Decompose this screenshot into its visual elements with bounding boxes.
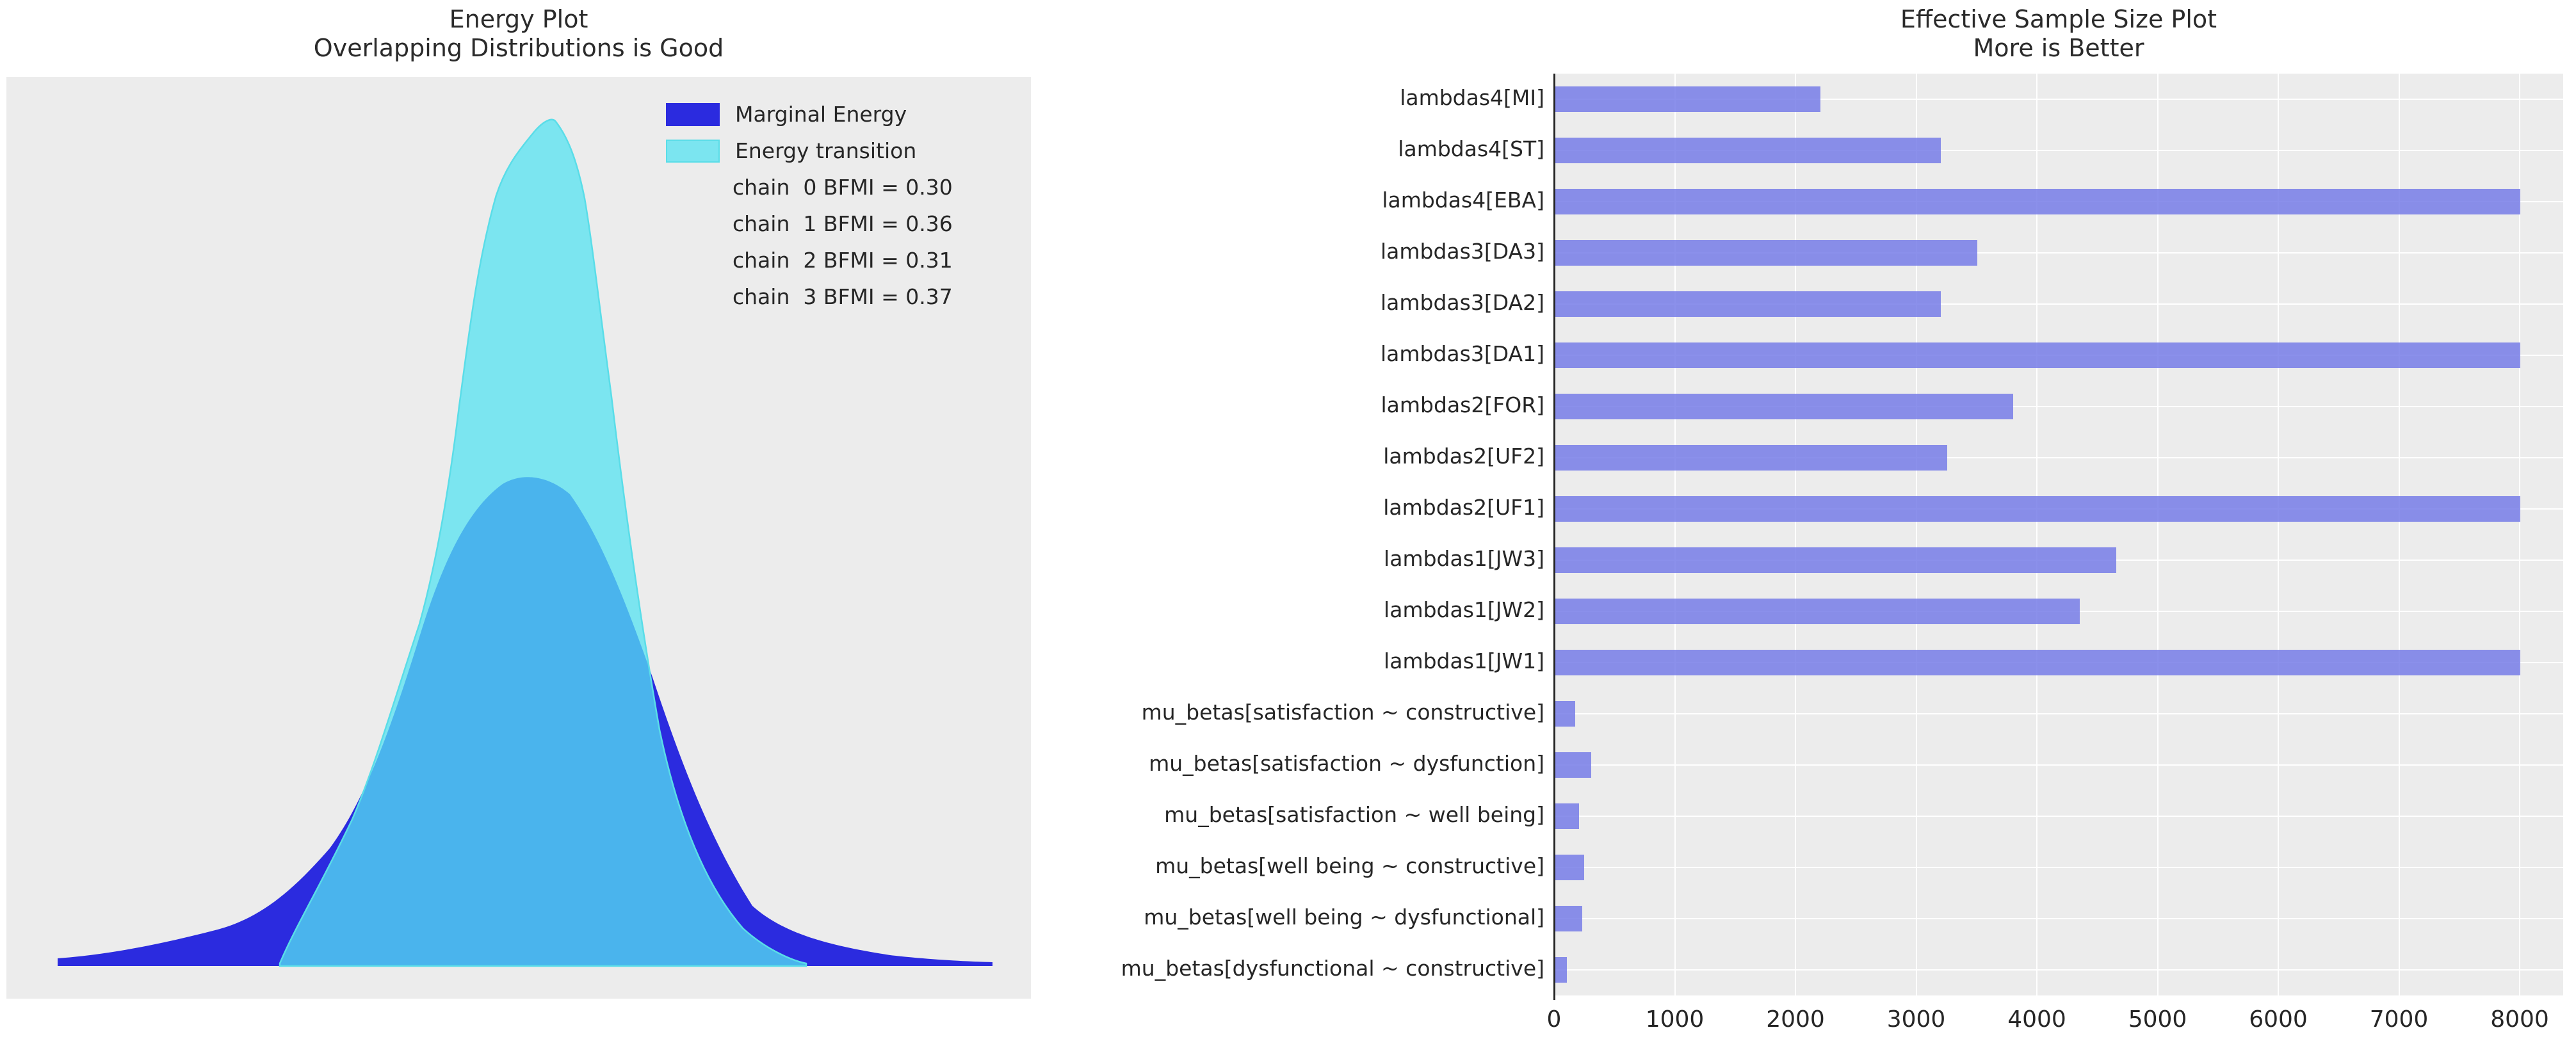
ess-bar	[1555, 957, 1567, 983]
energy-plot-title: Energy Plot Overlapping Distributions is…	[313, 5, 724, 62]
legend-item-chain-1: chain 1 BFMI = 0.36	[666, 205, 953, 242]
legend-item-chain-3: chain 3 BFMI = 0.37	[666, 278, 953, 315]
vertical-gridline	[2278, 74, 2279, 995]
x-tick-label: 3000	[1886, 1006, 1946, 1033]
horizontal-gridline	[1554, 252, 2563, 254]
marginal-energy-swatch	[666, 102, 720, 126]
energy-transition-density	[279, 118, 807, 967]
chain-bfmi-text: chain 0 BFMI = 0.30	[733, 175, 953, 200]
vertical-gridline	[2157, 74, 2159, 995]
category-label: mu_betas[well being ~ dysfunctional]	[1144, 905, 1544, 930]
category-label: lambdas2[FOR]	[1381, 392, 1544, 417]
category-label: lambdas3[DA3]	[1381, 239, 1544, 264]
legend-item-chain-2: chain 2 BFMI = 0.31	[666, 242, 953, 278]
category-label: mu_betas[satisfaction ~ dysfunction]	[1149, 751, 1544, 776]
category-label: lambdas3[DA2]	[1381, 290, 1544, 315]
horizontal-gridline	[1554, 764, 2563, 766]
category-label: lambdas1[JW2]	[1384, 597, 1544, 622]
chain-bfmi-text: chain 2 BFMI = 0.31	[733, 248, 953, 273]
ess-bar	[1555, 496, 2520, 522]
vertical-gridline	[2398, 74, 2400, 995]
category-label: lambdas1[JW3]	[1384, 546, 1544, 571]
category-label: lambdas3[DA1]	[1381, 341, 1544, 366]
x-tick-label: 2000	[1766, 1006, 1825, 1033]
x-tick-label: 1000	[1645, 1006, 1705, 1033]
horizontal-gridline	[1554, 867, 2563, 868]
x-tick-label: 5000	[2128, 1006, 2187, 1033]
legend-label: Energy transition	[735, 138, 917, 163]
category-label: mu_betas[satisfaction ~ well being]	[1164, 802, 1544, 827]
category-label: lambdas2[UF2]	[1383, 444, 1544, 469]
ess-bar	[1555, 906, 1583, 931]
energy-transition-swatch	[666, 139, 720, 163]
legend-item-chain-0: chain 0 BFMI = 0.30	[666, 169, 953, 205]
vertical-gridline	[1915, 74, 1917, 995]
chain-bfmi-text: chain 1 BFMI = 0.36	[733, 211, 953, 236]
vertical-gridline	[2519, 74, 2520, 995]
legend-label: Marginal Energy	[735, 102, 907, 127]
ess-bar	[1555, 547, 2116, 573]
ess-bar	[1555, 599, 2080, 624]
x-tick-label: 8000	[2490, 1006, 2549, 1033]
chain-bfmi-text: chain 3 BFMI = 0.37	[733, 284, 953, 309]
horizontal-gridline	[1554, 816, 2563, 817]
y-axis-spine	[1553, 74, 1555, 1000]
category-label: mu_betas[satisfaction ~ constructive]	[1141, 700, 1544, 725]
ess-bar	[1555, 855, 1585, 880]
ess-bar	[1555, 752, 1591, 778]
ess-bar	[1555, 394, 2014, 419]
ess-bar	[1555, 445, 1947, 471]
horizontal-gridline	[1554, 713, 2563, 714]
legend-item-marginal-energy: Marginal Energy	[666, 96, 953, 133]
vertical-gridline	[1795, 74, 1796, 995]
vertical-gridline	[2036, 74, 2037, 995]
horizontal-gridline	[1554, 150, 2563, 151]
legend: Marginal Energy Energy transition chain …	[666, 96, 953, 315]
category-label: lambdas4[MI]	[1400, 85, 1544, 110]
ess-plot-title: Effective Sample Size Plot More is Bette…	[1900, 5, 2217, 62]
horizontal-gridline	[1554, 457, 2563, 458]
ess-bar	[1555, 291, 1941, 317]
category-label: lambdas2[UF1]	[1383, 495, 1544, 520]
horizontal-gridline	[1554, 918, 2563, 919]
category-label: lambdas1[JW1]	[1384, 648, 1544, 673]
ess-bar	[1555, 189, 2520, 214]
ess-bar	[1555, 86, 1820, 112]
energy-density-svg	[58, 118, 992, 967]
ess-bar	[1555, 650, 2520, 675]
ess-bar	[1555, 138, 1941, 163]
ess-bar	[1555, 240, 1977, 266]
horizontal-gridline	[1554, 303, 2563, 305]
horizontal-gridline	[1554, 406, 2563, 407]
ess-bar	[1555, 803, 1579, 829]
ess-bar	[1555, 342, 2520, 368]
energy-plot-axes: Marginal Energy Energy transition chain …	[6, 77, 1031, 999]
horizontal-gridline	[1554, 969, 2563, 971]
x-tick-label: 7000	[2369, 1006, 2429, 1033]
horizontal-gridline	[1554, 99, 2563, 100]
vertical-gridline	[1674, 74, 1676, 995]
category-label: lambdas4[EBA]	[1382, 188, 1544, 213]
x-tick-label: 6000	[2249, 1006, 2308, 1033]
ess-bar	[1555, 701, 1576, 727]
legend-item-energy-transition: Energy transition	[666, 133, 953, 169]
x-tick-label: 4000	[2007, 1006, 2066, 1033]
category-label: mu_betas[dysfunctional ~ constructive]	[1121, 956, 1544, 981]
category-label: lambdas4[ST]	[1398, 136, 1544, 161]
category-label: mu_betas[well being ~ constructive]	[1155, 853, 1544, 878]
x-tick-label: 0	[1546, 1006, 1562, 1033]
ess-plot-axes	[1554, 74, 2563, 995]
